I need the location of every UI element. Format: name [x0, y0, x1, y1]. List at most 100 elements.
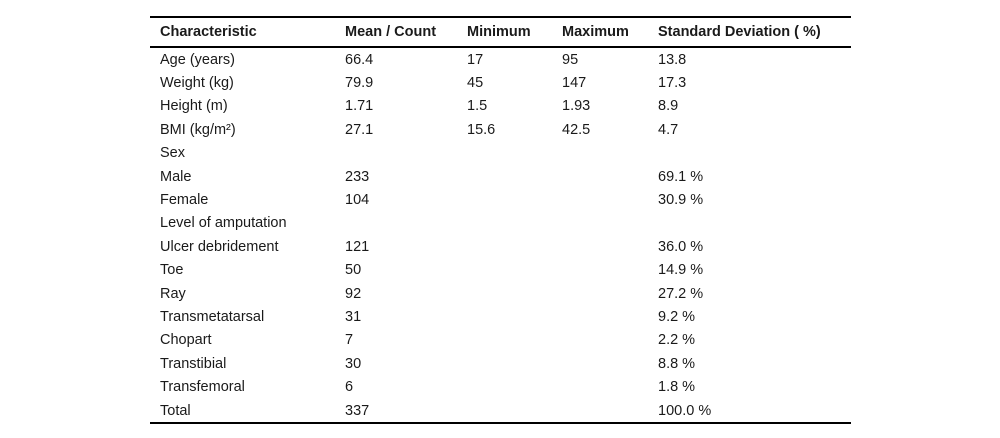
cell-standard-deviation: 69.1 % — [658, 168, 704, 185]
cell-mean-count: 66.4 — [345, 51, 374, 68]
cell-minimum: 17 — [467, 51, 484, 68]
cell-maximum: 42.5 — [562, 121, 591, 138]
cell-characteristic: Sex — [160, 145, 185, 162]
cell-characteristic: Transmetatarsal — [160, 308, 265, 325]
cell-mean-count: 121 — [345, 238, 370, 255]
table-row: Toe 50 14.9 % — [150, 259, 851, 282]
table-row: Level of amputation — [150, 212, 851, 235]
cell-maximum: 95 — [562, 51, 579, 68]
cell-standard-deviation: 4.7 — [658, 121, 679, 138]
cell-minimum — [467, 259, 562, 282]
cell-maximum — [562, 188, 658, 211]
table-row: Total 337 100.0 % — [150, 399, 851, 423]
cell-standard-deviation — [658, 142, 851, 165]
cell-standard-deviation: 100.0 % — [658, 402, 712, 419]
cell-mean-count: 104 — [345, 192, 370, 209]
cell-mean-count: 50 — [345, 262, 362, 279]
table-header-row: Characteristic Mean / Count Minimum Maxi… — [150, 17, 851, 47]
cell-maximum — [562, 352, 658, 375]
cell-minimum: 15.6 — [467, 121, 496, 138]
cell-characteristic: Ulcer debridement — [160, 238, 279, 255]
cell-minimum — [467, 165, 562, 188]
cell-characteristic: Toe — [160, 262, 184, 279]
cell-maximum: 1.93 — [562, 98, 591, 115]
table-row: Transtibial 30 8.8 % — [150, 352, 851, 375]
cell-standard-deviation: 1.8 % — [658, 379, 696, 396]
cell-maximum: 147 — [562, 75, 587, 92]
table-row: Transfemoral 6 1.8 % — [150, 375, 851, 398]
col-header-maximum: Maximum — [562, 24, 629, 40]
cell-characteristic: Transtibial — [160, 355, 227, 372]
cell-standard-deviation: 27.2 % — [658, 285, 704, 302]
cell-characteristic: Female — [160, 192, 209, 209]
col-header-standard-deviation: Standard Deviation ( %) — [658, 24, 821, 40]
cell-mean-count — [345, 142, 467, 165]
cell-minimum: 1.5 — [467, 98, 488, 115]
cell-standard-deviation: 17.3 — [658, 75, 687, 92]
cell-characteristic: Height (m) — [160, 98, 228, 115]
cell-standard-deviation: 30.9 % — [658, 192, 704, 209]
cell-maximum — [562, 282, 658, 305]
cell-minimum — [467, 329, 562, 352]
cell-mean-count: 337 — [345, 402, 370, 419]
cell-maximum — [562, 399, 658, 423]
cell-mean-count — [345, 212, 467, 235]
cell-mean-count: 7 — [345, 332, 354, 349]
cell-standard-deviation: 8.9 — [658, 98, 679, 115]
cell-mean-count: 30 — [345, 355, 362, 372]
cell-mean-count: 79.9 — [345, 75, 374, 92]
table-row: Ulcer debridement 121 36.0 % — [150, 235, 851, 258]
cell-characteristic: Transfemoral — [160, 379, 245, 396]
table-row: Weight (kg) 79.9 45 147 17.3 — [150, 71, 851, 94]
cell-maximum — [562, 142, 658, 165]
table-row: Female 104 30.9 % — [150, 188, 851, 211]
cell-mean-count: 27.1 — [345, 121, 374, 138]
table-row: Age (years) 66.4 17 95 13.8 — [150, 47, 851, 71]
table-row: BMI (kg/m²) 27.1 15.6 42.5 4.7 — [150, 118, 851, 141]
table-row: Chopart 7 2.2 % — [150, 329, 851, 352]
cell-minimum — [467, 375, 562, 398]
cell-maximum — [562, 305, 658, 328]
col-header-mean-count: Mean / Count — [345, 24, 437, 40]
cell-maximum — [562, 375, 658, 398]
cell-standard-deviation: 9.2 % — [658, 308, 696, 325]
cell-standard-deviation: 8.8 % — [658, 355, 696, 372]
cell-minimum — [467, 142, 562, 165]
cell-mean-count: 92 — [345, 285, 362, 302]
table-row: Height (m) 1.71 1.5 1.93 8.9 — [150, 95, 851, 118]
cell-mean-count: 31 — [345, 308, 362, 325]
cell-maximum — [562, 259, 658, 282]
cell-characteristic: Weight (kg) — [160, 75, 234, 92]
cell-maximum — [562, 235, 658, 258]
table-row: Male 233 69.1 % — [150, 165, 851, 188]
cell-characteristic: Total — [160, 402, 191, 419]
cell-minimum — [467, 399, 562, 423]
cell-characteristic: Ray — [160, 285, 186, 302]
col-header-minimum: Minimum — [467, 24, 531, 40]
cell-characteristic: Male — [160, 168, 192, 185]
cell-standard-deviation: 36.0 % — [658, 238, 704, 255]
cell-standard-deviation: 2.2 % — [658, 332, 696, 349]
cell-minimum — [467, 212, 562, 235]
cell-mean-count: 6 — [345, 379, 354, 396]
cell-minimum — [467, 235, 562, 258]
table-row: Ray 92 27.2 % — [150, 282, 851, 305]
col-header-characteristic: Characteristic — [160, 24, 257, 40]
cell-characteristic: Level of amputation — [160, 215, 287, 232]
cell-standard-deviation — [658, 212, 851, 235]
cell-minimum — [467, 305, 562, 328]
cell-characteristic: Age (years) — [160, 51, 235, 68]
table-row: Sex — [150, 142, 851, 165]
cell-characteristic: BMI (kg/m²) — [160, 121, 236, 138]
table-row: Transmetatarsal 31 9.2 % — [150, 305, 851, 328]
cell-standard-deviation: 13.8 — [658, 51, 687, 68]
cell-mean-count: 233 — [345, 168, 370, 185]
cell-characteristic: Chopart — [160, 332, 212, 349]
cell-maximum — [562, 329, 658, 352]
cell-maximum — [562, 165, 658, 188]
cell-minimum — [467, 352, 562, 375]
cell-minimum — [467, 282, 562, 305]
cell-maximum — [562, 212, 658, 235]
table-body: Age (years) 66.4 17 95 13.8 Weight (kg) … — [150, 47, 851, 423]
cell-minimum: 45 — [467, 75, 484, 92]
